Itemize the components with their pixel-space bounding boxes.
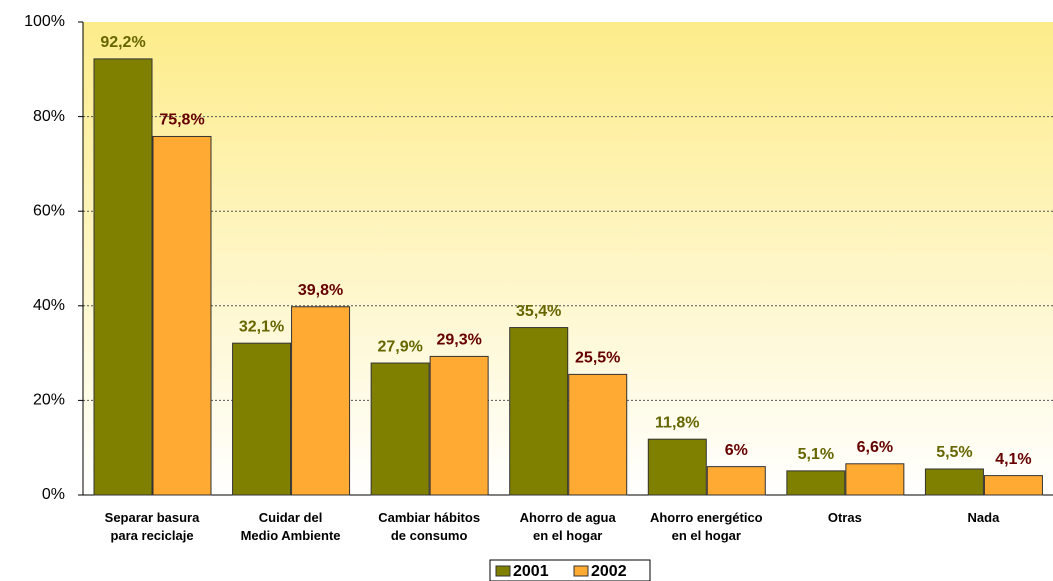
legend-swatch [573,565,589,577]
y-tick-label: 0% [42,486,65,503]
bar [152,135,212,496]
bar [509,327,569,496]
bar [429,355,489,496]
x-tick-label: Nada [967,510,1000,525]
bar [568,373,628,496]
legend-swatch [495,565,511,577]
value-label: 32,1% [239,318,284,335]
bar [924,468,984,496]
bar [647,438,707,496]
value-label: 35,4% [516,303,561,320]
value-label: 4,1% [995,451,1031,468]
y-tick-label: 40% [33,297,65,314]
value-label: 75,8% [159,112,204,129]
x-tick-label: Ahorro de agua en el hogar [519,510,616,543]
value-label: 5,1% [798,446,834,463]
value-label: 27,9% [377,338,422,355]
bar [983,475,1043,496]
x-tick-label: Ahorro energético en el hogar [649,510,763,543]
value-label: 92,2% [100,34,145,51]
legend-label: 2001 [513,563,549,580]
bar [291,306,351,496]
value-label: 25,5% [575,350,620,367]
x-tick-label: Separar basura para reciclaje [104,510,200,543]
bar [370,362,430,496]
value-label: 6% [725,442,748,459]
value-label: 5,5% [936,444,972,461]
value-label: 6,6% [857,439,893,456]
y-tick-label: 60% [33,202,65,219]
value-label: 11,8% [655,414,699,431]
bar [706,466,766,496]
y-tick-label: 80% [33,108,65,125]
bar [232,342,292,496]
x-tick-label: Cambiar hábitos de consumo [378,510,481,543]
y-tick-label: 100% [24,13,65,30]
bar [786,470,846,496]
legend-label: 2002 [591,563,627,580]
x-tick-label: Cuidar del Medio Ambiente [240,510,341,543]
y-tick-label: 20% [33,392,65,409]
bar [93,58,153,496]
bar [845,463,905,496]
x-tick-label: Otras [827,510,862,525]
value-label: 29,3% [436,332,481,349]
value-label: 39,8% [298,282,343,299]
legend-box [489,559,651,581]
